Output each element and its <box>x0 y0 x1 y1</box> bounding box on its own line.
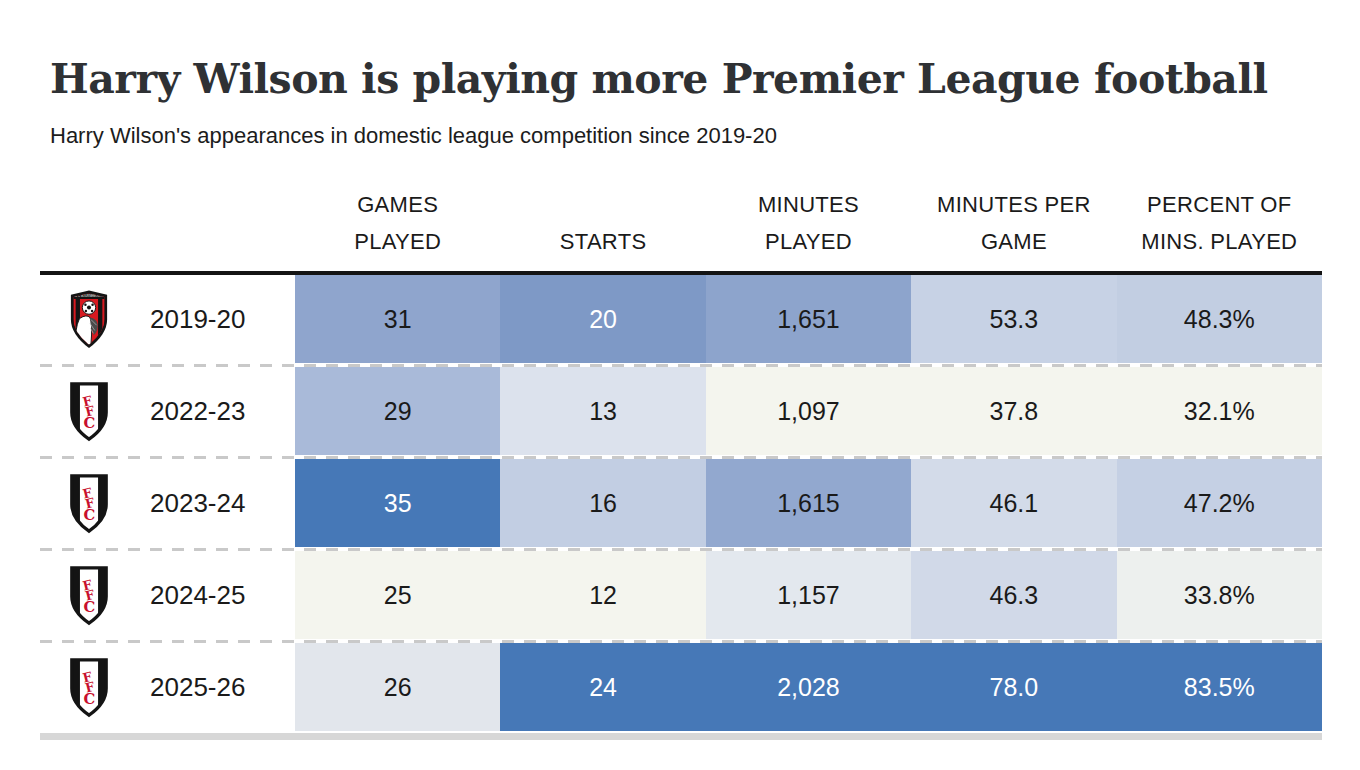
cell-starts: 12 <box>500 551 705 639</box>
cell-minutes-per-game: 53.3 <box>911 275 1116 363</box>
fulham-crest-icon <box>65 473 113 534</box>
cell-minutes-per-game: 37.8 <box>911 367 1116 455</box>
cell-starts: 20 <box>500 275 705 363</box>
cell-percent-mins: 32.1% <box>1117 367 1322 455</box>
column-header-starts: STARTS <box>500 178 705 271</box>
cell-percent-mins: 33.8% <box>1117 551 1322 639</box>
cell-percent-mins: 83.5% <box>1117 643 1322 731</box>
cell-percent-mins: 48.3% <box>1117 275 1322 363</box>
cell-games-played: 25 <box>295 551 500 639</box>
stats-table: GAMES PLAYED STARTS MINUTES PLAYED MINUT… <box>40 178 1322 740</box>
column-header-spacer <box>40 178 295 271</box>
cell-minutes-played: 1,615 <box>706 459 911 547</box>
row-separator <box>40 363 1322 367</box>
column-header-minutes-played: MINUTES PLAYED <box>706 178 911 271</box>
cell-minutes-played: 1,157 <box>706 551 911 639</box>
row-separator <box>40 547 1322 551</box>
season-label: 2025-26 <box>150 672 245 703</box>
bournemouth-crest-icon <box>65 289 113 350</box>
cell-percent-mins: 47.2% <box>1117 459 1322 547</box>
chart-subtitle: Harry Wilson's appearances in domestic l… <box>50 123 1360 149</box>
row-label-2019-20: 2019-20 <box>40 275 295 363</box>
cell-minutes-per-game: 78.0 <box>911 643 1116 731</box>
row-label-2023-24: 2023-24 <box>40 459 295 547</box>
season-label: 2024-25 <box>150 580 245 611</box>
fulham-crest-icon <box>65 565 113 626</box>
chart-title: Harry Wilson is playing more Premier Lea… <box>50 55 1320 103</box>
table-row: 2023-24 35 16 1,615 46.1 47.2% <box>40 459 1322 547</box>
row-separator <box>40 455 1322 459</box>
cell-minutes-played: 2,028 <box>706 643 911 731</box>
season-label: 2019-20 <box>150 304 245 335</box>
column-header-percent-of-mins-played: PERCENT OF MINS. PLAYED <box>1117 178 1322 271</box>
cell-games-played: 35 <box>295 459 500 547</box>
cell-minutes-played: 1,651 <box>706 275 911 363</box>
cell-minutes-played: 1,097 <box>706 367 911 455</box>
row-label-2022-23: 2022-23 <box>40 367 295 455</box>
table-row: 2025-26 26 24 2,028 78.0 83.5% <box>40 643 1322 731</box>
cell-games-played: 26 <box>295 643 500 731</box>
cell-games-played: 29 <box>295 367 500 455</box>
cell-starts: 16 <box>500 459 705 547</box>
row-label-2025-26: 2025-26 <box>40 643 295 731</box>
table-row: 2022-23 29 13 1,097 37.8 32.1% <box>40 367 1322 455</box>
table-header-row: GAMES PLAYED STARTS MINUTES PLAYED MINUT… <box>40 178 1322 275</box>
cell-starts: 13 <box>500 367 705 455</box>
row-label-2024-25: 2024-25 <box>40 551 295 639</box>
cell-minutes-per-game: 46.3 <box>911 551 1116 639</box>
season-label: 2022-23 <box>150 396 245 427</box>
cell-minutes-per-game: 46.1 <box>911 459 1116 547</box>
table-bottom-rule <box>40 733 1322 740</box>
column-header-games-played: GAMES PLAYED <box>295 178 500 271</box>
table-row: 2024-25 25 12 1,157 46.3 33.8% <box>40 551 1322 639</box>
season-label: 2023-24 <box>150 488 245 519</box>
fulham-crest-icon <box>65 657 113 718</box>
chart-card: Harry Wilson is playing more Premier Lea… <box>0 55 1360 740</box>
fulham-crest-icon <box>65 381 113 442</box>
column-header-minutes-per-game: MINUTES PER GAME <box>911 178 1116 271</box>
cell-starts: 24 <box>500 643 705 731</box>
table-row: 2019-20 31 20 1,651 53.3 48.3% <box>40 275 1322 363</box>
row-separator <box>40 639 1322 643</box>
cell-games-played: 31 <box>295 275 500 363</box>
